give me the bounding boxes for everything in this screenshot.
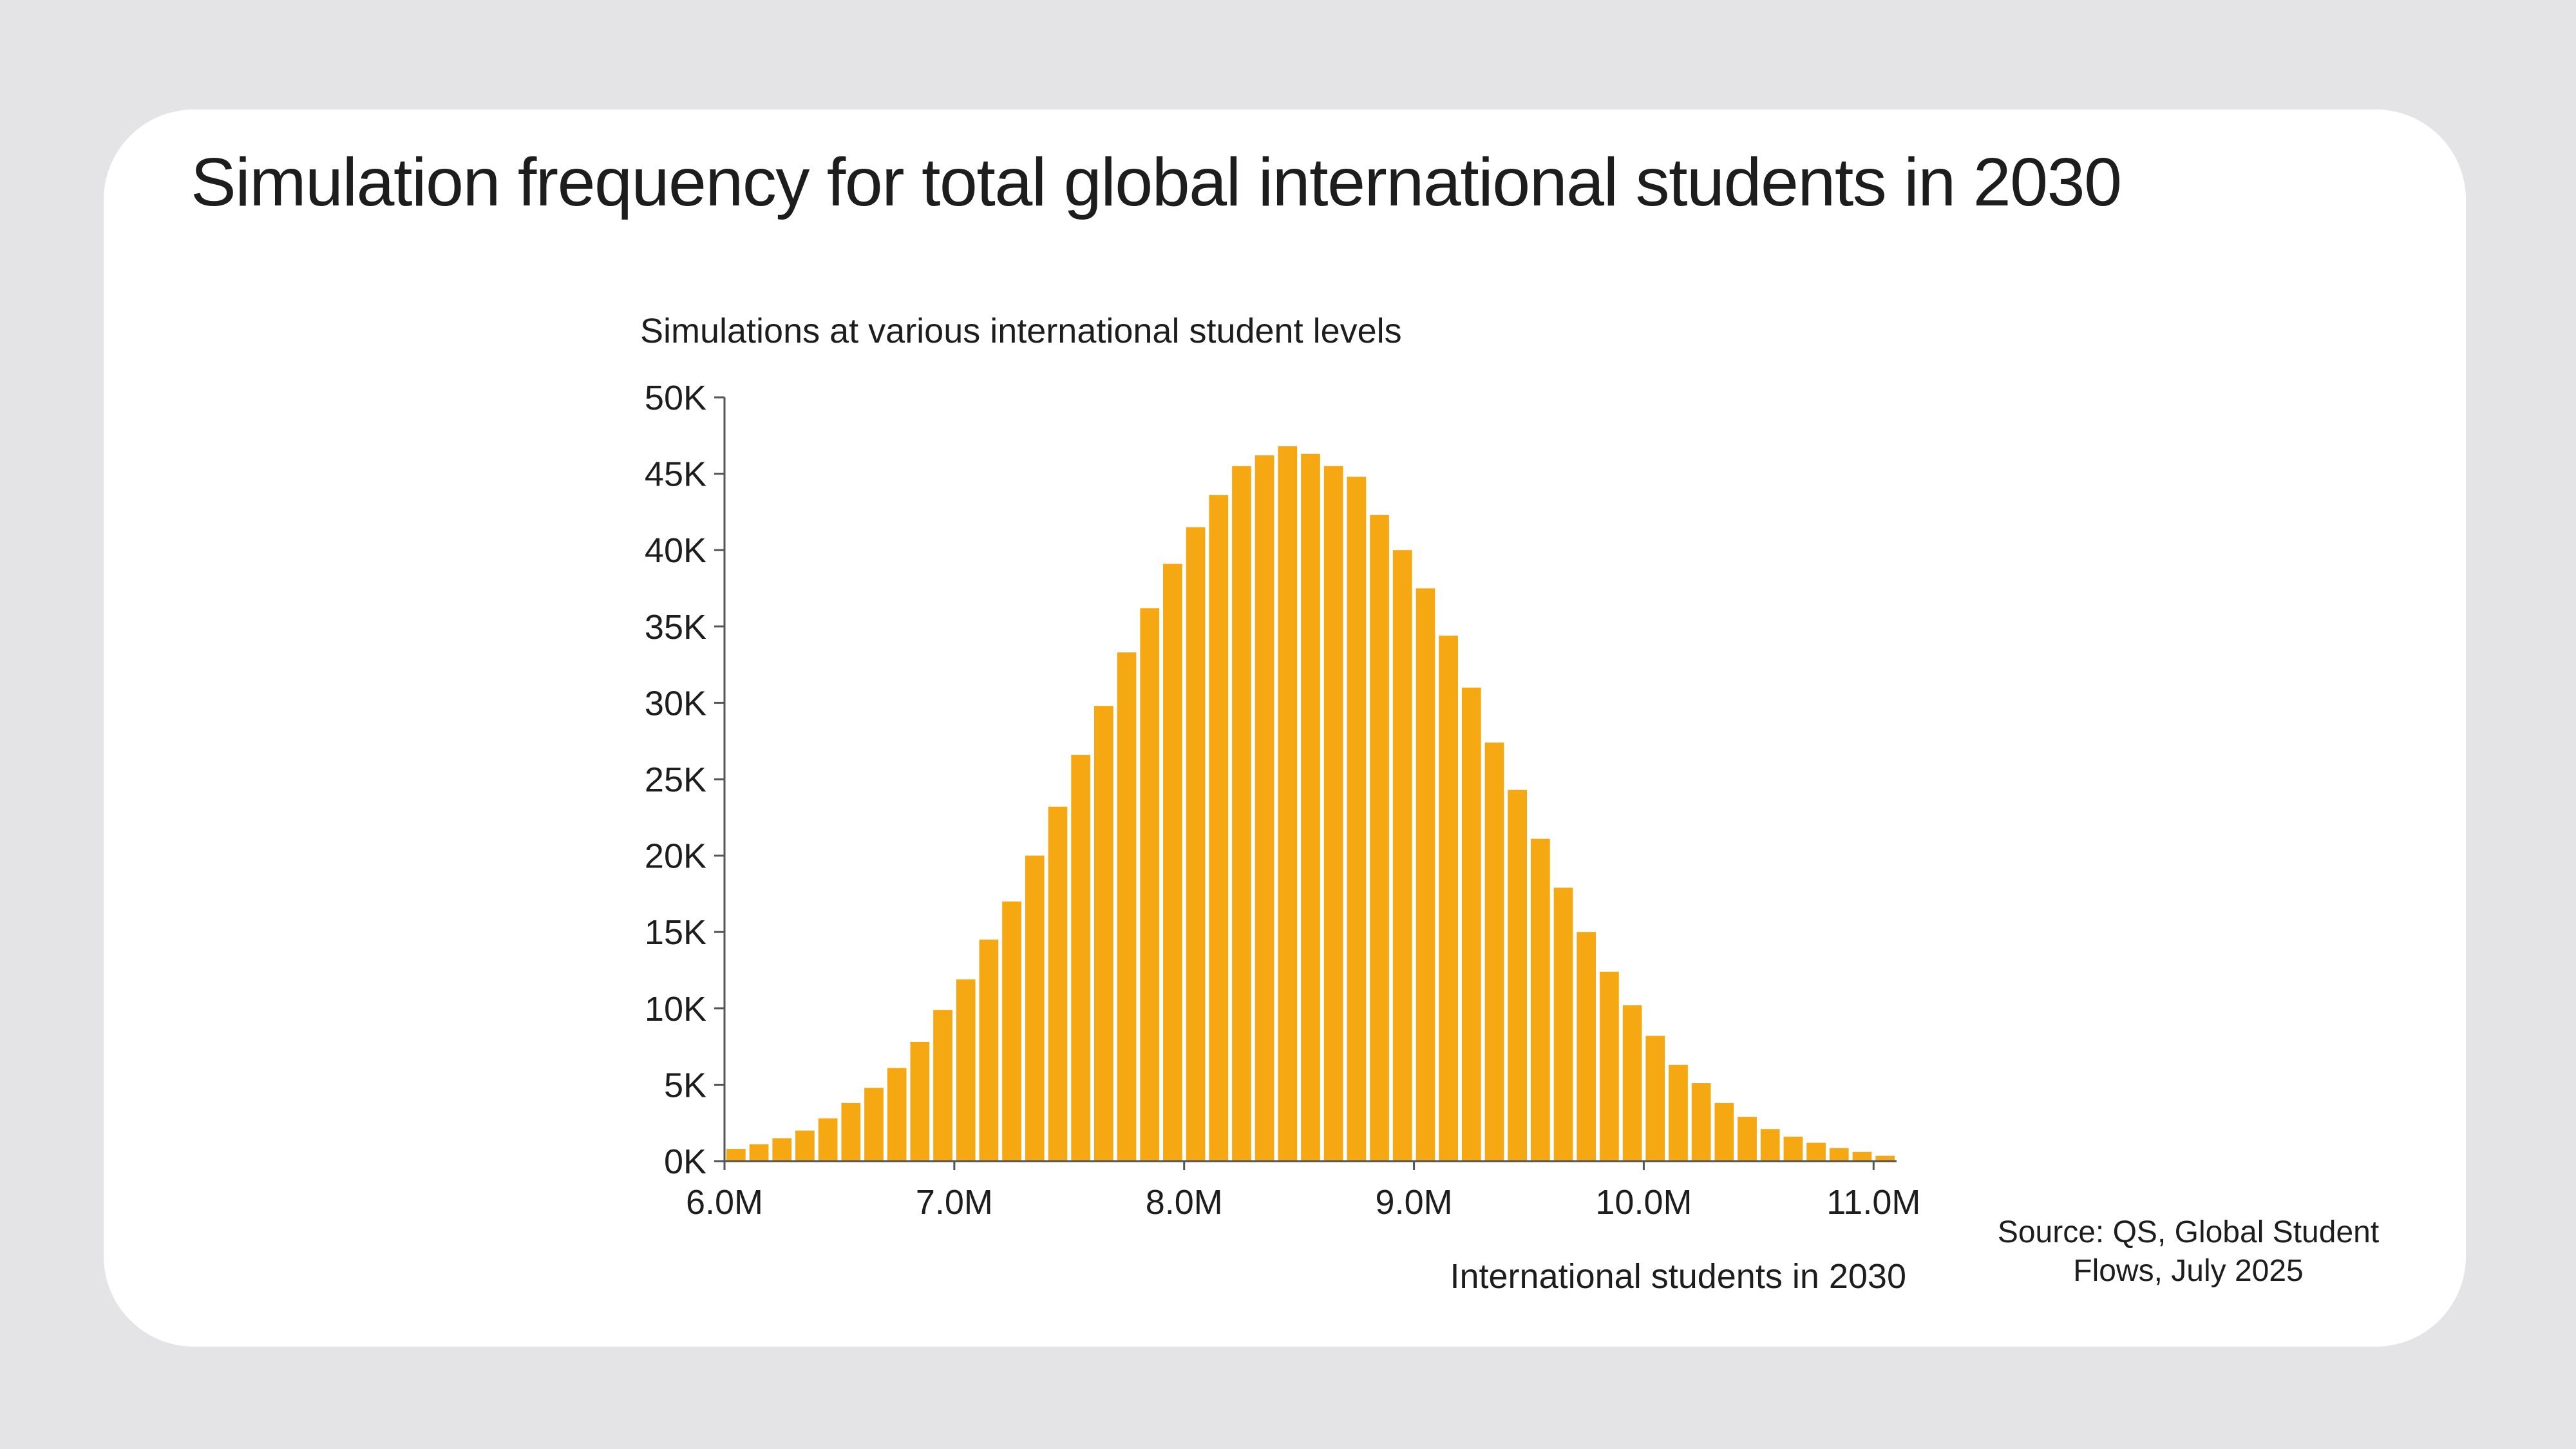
histogram-bar <box>1852 1151 1872 1161</box>
histogram-bar <box>1553 887 1573 1161</box>
histogram-bar <box>979 940 999 1161</box>
histogram-bar <box>1140 608 1160 1161</box>
histogram-bar <box>1209 495 1229 1161</box>
y-tick-label: 20K <box>645 837 706 876</box>
histogram-bar <box>1439 636 1458 1161</box>
histogram-bar <box>1714 1103 1734 1161</box>
histogram-bar <box>956 979 976 1161</box>
y-tick-label: 50K <box>645 379 706 417</box>
histogram-bar <box>1875 1155 1895 1161</box>
histogram-bar <box>1669 1065 1688 1161</box>
histogram-bar <box>1025 855 1045 1161</box>
histogram-bar <box>1783 1137 1803 1161</box>
histogram-bar <box>1416 588 1435 1161</box>
histogram-bar <box>864 1088 884 1161</box>
histogram-bar <box>1301 453 1320 1161</box>
histogram-bar <box>1622 1005 1642 1161</box>
histogram-bar <box>1117 652 1137 1161</box>
histogram-bar <box>772 1138 792 1161</box>
histogram-bar <box>1370 515 1389 1161</box>
histogram-bar <box>1186 527 1206 1161</box>
y-tick-label: 45K <box>645 455 706 494</box>
histogram-bar <box>1461 687 1481 1161</box>
chart-title: Simulation frequency for total global in… <box>191 144 2122 220</box>
x-tick-label: 8.0M <box>1146 1183 1223 1222</box>
histogram-bar <box>1829 1148 1849 1161</box>
y-tick-label: 0K <box>664 1142 706 1181</box>
x-tick-label: 11.0M <box>1826 1183 1920 1222</box>
histogram-bar <box>1531 838 1550 1161</box>
histogram-bar <box>1484 743 1504 1161</box>
histogram-bar <box>910 1041 930 1161</box>
x-tick-label: 10.0M <box>1595 1183 1692 1222</box>
histogram-bar <box>1232 466 1251 1161</box>
y-tick-label: 10K <box>645 990 706 1028</box>
histogram-bar <box>1094 706 1113 1161</box>
histogram-bar <box>1163 564 1182 1161</box>
y-tick-label: 40K <box>645 531 706 570</box>
chart-subtitle: Simulations at various international stu… <box>640 312 1402 350</box>
x-tick-label: 7.0M <box>916 1183 993 1222</box>
histogram-bar <box>795 1130 815 1161</box>
y-tick-label: 15K <box>645 913 706 952</box>
y-tick-label: 25K <box>645 761 706 799</box>
histogram-bar <box>1323 466 1343 1161</box>
histogram-bar <box>1255 455 1274 1161</box>
histogram-bar <box>1002 901 1021 1161</box>
source-line-1: Source: QS, Global Student <box>1997 1215 2380 1249</box>
x-tick-label: 9.0M <box>1376 1183 1453 1222</box>
y-tick-label: 35K <box>645 608 706 647</box>
histogram-bar <box>1806 1142 1826 1161</box>
y-tick-label: 5K <box>664 1066 706 1104</box>
histogram-bar <box>1347 477 1367 1161</box>
x-tick-label: 6.0M <box>686 1183 763 1222</box>
histogram-bar <box>749 1144 769 1161</box>
histogram-bar <box>1278 446 1298 1161</box>
tick-group: 0K 5K 10K 15K 20K 25K 30K 35K 40K 45K 50K 6.0M 7.0M 8… <box>645 379 1920 1222</box>
source-line-2: Flows, July 2025 <box>2073 1254 2304 1288</box>
histogram-bar <box>887 1068 907 1161</box>
bar-group <box>726 446 1895 1161</box>
x-axis-label: International students in 2030 <box>1450 1257 1906 1296</box>
source-note: Source: QS, Global Student Flows, July 2… <box>1963 1213 2414 1291</box>
histogram-bar <box>1600 971 1619 1161</box>
histogram-bar <box>726 1149 746 1161</box>
histogram-bar <box>1048 806 1068 1161</box>
histogram-bar <box>1691 1083 1711 1161</box>
histogram-bar <box>1738 1117 1757 1161</box>
y-tick-label: 30K <box>645 684 706 723</box>
histogram-bar <box>841 1103 861 1161</box>
histogram-bar <box>933 1010 952 1161</box>
histogram-bar <box>1071 755 1090 1161</box>
histogram-bar <box>1760 1129 1780 1161</box>
histogram-bar <box>818 1118 838 1161</box>
histogram-bar <box>1508 790 1528 1161</box>
histogram-bar <box>1577 932 1596 1161</box>
histogram-bar <box>1645 1036 1665 1161</box>
histogram-bar <box>1392 550 1412 1161</box>
